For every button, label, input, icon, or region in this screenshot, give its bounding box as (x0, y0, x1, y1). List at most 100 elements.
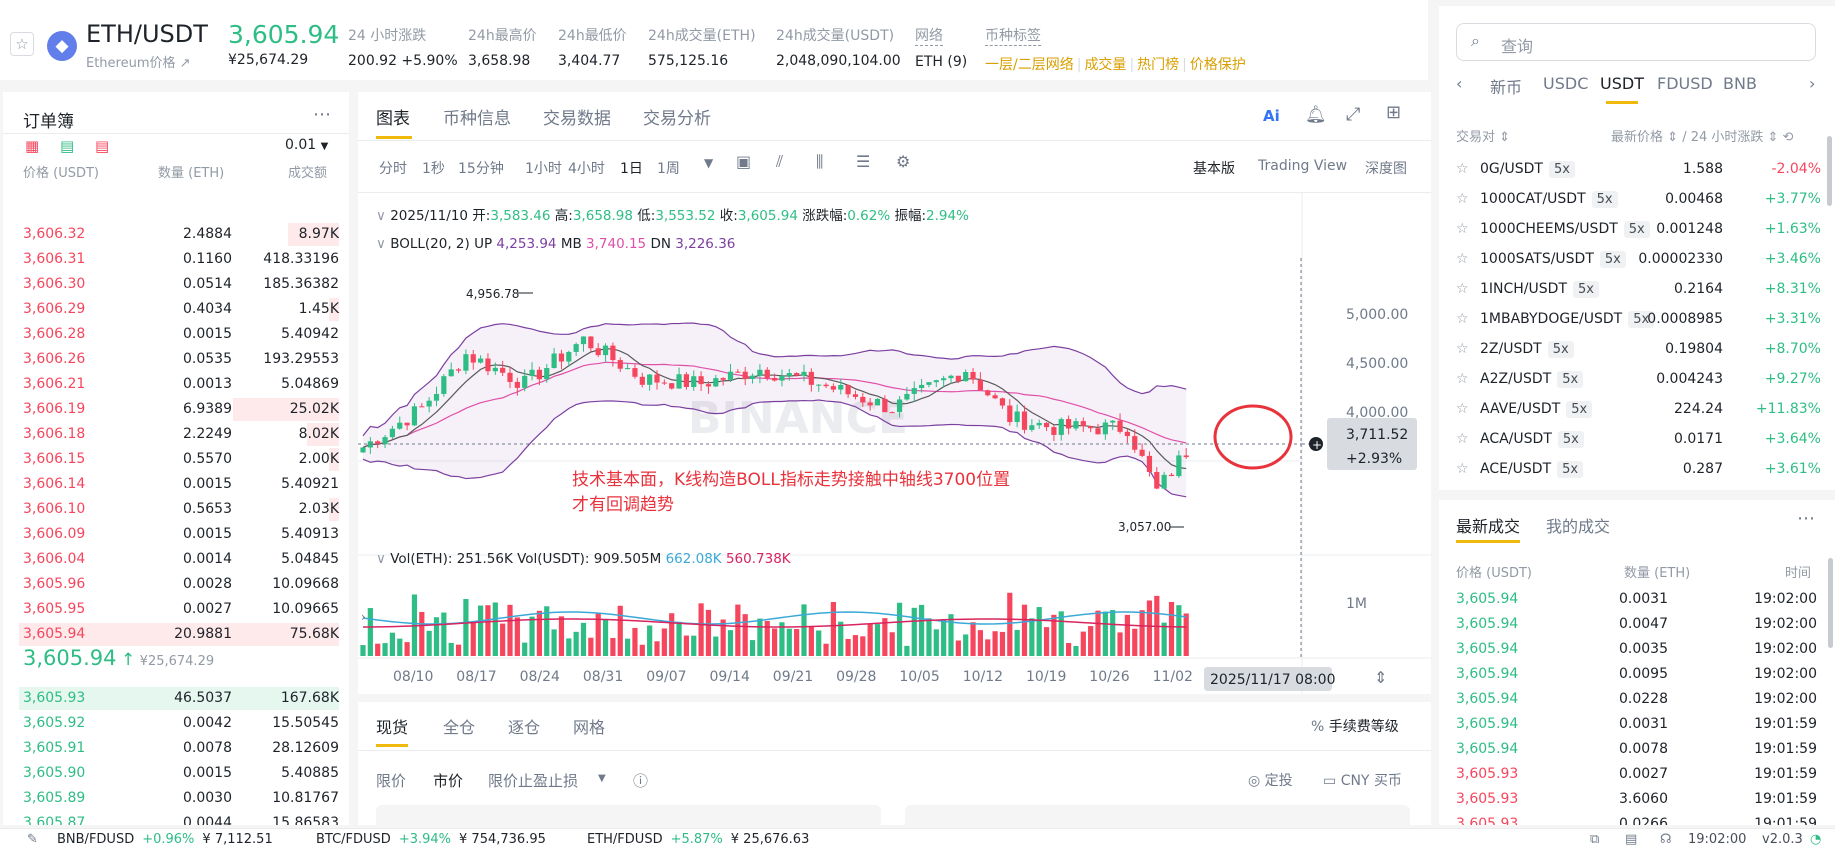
footer-ticker[interactable]: BTC/FDUSD +3.94% ¥ 754,736.95 (316, 832, 546, 847)
interval-3[interactable]: 1小时 (525, 161, 562, 177)
ask-row[interactable]: 3,606.30 0.0514 185.36382 (3, 272, 349, 297)
dca-link[interactable]: ◎ 定投 (1248, 770, 1293, 790)
ask-row[interactable]: 3,606.21 0.0013 5.04869 (3, 372, 349, 397)
view-asks-icon[interactable]: ▤ (95, 137, 110, 155)
headset-icon[interactable]: ☊ (1660, 832, 1672, 847)
indicator-icon[interactable]: ⫽ (776, 152, 784, 171)
market-tab[interactable]: FDUSD (1657, 74, 1713, 93)
market-row[interactable]: ☆ 1000SATS/USDT 5x 0.00002330 +3.46% (1439, 246, 1835, 276)
chart-tab[interactable]: 交易数据 (543, 109, 611, 129)
ask-row[interactable]: 3,605.95 0.0027 10.09665 (3, 597, 349, 622)
favorite-star-icon[interactable]: ☆ (1456, 221, 1469, 237)
coin-tag[interactable]: 价格保护 (1189, 57, 1246, 73)
chevron-down-icon[interactable]: ▼ (598, 773, 606, 784)
market-row[interactable]: ☆ 1000CAT/USDT 5x 0.00468 +3.77% (1439, 186, 1835, 216)
favorite-star-icon[interactable]: ☆ (1456, 161, 1469, 177)
market-row[interactable]: ☆ 1INCH/USDT 5x 0.2164 +8.31% (1439, 276, 1835, 306)
precision-select[interactable]: 0.01 ▼ (285, 137, 329, 153)
more-options-icon[interactable]: ⋯ (313, 104, 331, 125)
market-tab[interactable]: BNB (1723, 74, 1757, 93)
ask-row[interactable]: 3,606.18 2.2249 8.02K (3, 422, 349, 447)
search-input[interactable]: 查询 (1501, 37, 1534, 56)
favorite-star-icon[interactable]: ☆ (1456, 371, 1469, 387)
collapse-icon[interactable]: ∨ (376, 551, 386, 567)
more-intervals-icon[interactable]: ▼ (704, 156, 714, 170)
chevron-right-icon[interactable]: › (1809, 74, 1816, 93)
bid-row[interactable]: 3,605.90 0.0015 5.40885 (3, 761, 349, 786)
pair-name-link[interactable]: Ethereum价格 ↗ (86, 56, 191, 71)
market-row[interactable]: ☆ AAVE/USDT 5x 224.24 +11.83% (1439, 396, 1835, 426)
ask-row[interactable]: 3,606.31 0.1160 418.33196 (3, 247, 349, 272)
favorite-star-icon[interactable]: ☆ (1456, 311, 1469, 327)
bid-row[interactable]: 3,605.91 0.0078 28.12609 (3, 736, 349, 761)
chart-settings-icon[interactable]: ☰ (856, 152, 871, 171)
info-icon[interactable]: ⓘ (633, 772, 649, 790)
resize-axis-icon[interactable]: ⇕ (1374, 668, 1387, 687)
ask-row[interactable]: 3,606.32 2.4884 8.97K (3, 222, 349, 247)
tab-latest-trades[interactable]: 最新成交 (1456, 517, 1521, 536)
bid-row[interactable]: 3,605.89 0.0030 10.81767 (3, 786, 349, 811)
collapse-icon[interactable]: ∨ (376, 208, 386, 224)
bid-row[interactable]: 3,605.92 0.0042 15.50545 (3, 711, 349, 736)
order-type-tab[interactable]: 限价 (376, 772, 407, 790)
expand-left-icon[interactable]: › (361, 610, 366, 624)
market-tab[interactable]: USDT (1600, 74, 1644, 93)
interval-0[interactable]: 分时 (379, 161, 407, 177)
interval-6[interactable]: 1周 (657, 161, 680, 177)
buy-form-field[interactable] (376, 805, 881, 825)
favorite-star-icon[interactable]: ☆ (1456, 191, 1469, 207)
trade-tab[interactable]: 网格 (573, 718, 606, 737)
view-0[interactable]: 基本版 (1193, 161, 1235, 177)
market-row[interactable]: ☆ 2Z/USDT 5x 0.19804 +8.70% (1439, 336, 1835, 366)
ask-row[interactable]: 3,606.10 0.5653 2.03K (3, 497, 349, 522)
calendar-icon[interactable]: ▣ (736, 152, 752, 171)
ask-row[interactable]: 3,606.04 0.0014 5.04845 (3, 547, 349, 572)
market-tab[interactable]: USDC (1543, 74, 1589, 93)
ask-row[interactable]: 3,605.96 0.0028 10.09668 (3, 572, 349, 597)
favorite-star-icon[interactable]: ☆ (1456, 251, 1469, 267)
coin-tag[interactable]: 热门榜 (1137, 57, 1180, 73)
trade-tab[interactable]: 全仓 (443, 718, 476, 737)
search-box[interactable]: ⌕ 查询 (1456, 23, 1816, 61)
more-options-icon[interactable]: ⋯ (1797, 508, 1815, 529)
market-row[interactable]: ☆ 1MBABYDOGE/USDT 5x 0.0008985 +3.31% (1439, 306, 1835, 336)
interval-4[interactable]: 4小时 (568, 161, 605, 177)
ask-row[interactable]: 3,606.26 0.0535 193.29553 (3, 347, 349, 372)
ask-row[interactable]: 3,605.94 20.9881 75.68K (3, 622, 349, 647)
add-alert-icon[interactable] (1309, 437, 1323, 451)
layout-icon[interactable]: ⧉ (1590, 832, 1600, 847)
chart-tab[interactable]: 币种信息 (443, 109, 511, 129)
orderbook-last-price[interactable]: 3,605.94 ↑ ¥25,674.29 (23, 646, 214, 670)
coin-tag[interactable]: 一层/二层网络 (985, 57, 1074, 73)
fee-level-link[interactable]: % 手续费等级 (1311, 716, 1399, 736)
edit-icon[interactable]: ✎ (27, 832, 38, 847)
tab-my-trades[interactable]: 我的成交 (1546, 517, 1611, 536)
footer-ticker[interactable]: BNB/FDUSD +0.96% ¥ 7,112.51 (57, 832, 273, 847)
market-row[interactable]: ☆ ACA/USDT 5x 0.0171 +3.64% (1439, 426, 1835, 456)
scrollbar[interactable] (1827, 136, 1832, 206)
ask-row[interactable]: 3,606.19 6.9389 25.02K (3, 397, 349, 422)
ask-row[interactable]: 3,606.15 0.5570 2.00K (3, 447, 349, 472)
favorite-star-icon[interactable]: ☆ (1456, 461, 1469, 477)
candlestick-chart[interactable]: 5,000.004,500.004,000.003,500.00BINANCE1… (358, 193, 1431, 694)
market-row[interactable]: ☆ ACE/USDT 5x 0.287 +3.61% (1439, 456, 1835, 486)
view-both-icon[interactable]: ▦ (25, 137, 40, 155)
order-type-tab[interactable]: 限价止盈止损 (488, 772, 579, 790)
interval-2[interactable]: 15分钟 (458, 161, 504, 177)
trade-tab[interactable]: 逐仓 (508, 718, 541, 737)
layout-icon[interactable]: ⊞ (1386, 102, 1402, 123)
market-row[interactable]: ☆ 1000CHEEMS/USDT 5x 0.001248 +1.63% (1439, 216, 1835, 246)
favorite-star-icon[interactable]: ☆ (1456, 341, 1469, 357)
market-row[interactable]: ☆ 0G/USDT 5x 1.588 -2.04% (1439, 156, 1835, 186)
market-tab[interactable]: 新币 (1490, 78, 1523, 97)
scrollbar[interactable] (1828, 558, 1833, 648)
candle-type-icon[interactable]: ⫼ (816, 152, 824, 171)
doc-icon[interactable]: ▤ (1625, 832, 1638, 847)
bell-icon[interactable]: 🔔︎ (1305, 105, 1327, 125)
market-row[interactable]: ☆ A2Z/USDT 5x 0.004243 +9.27% (1439, 366, 1835, 396)
trade-tab[interactable]: 现货 (376, 718, 409, 737)
ask-row[interactable]: 3,606.29 0.4034 1.45K (3, 297, 349, 322)
cny-buy-link[interactable]: ▭ CNY 买币 (1323, 770, 1402, 790)
col-pair-sort[interactable]: 交易对 ⇕ (1456, 130, 1511, 145)
ai-icon[interactable]: Ai (1263, 107, 1280, 125)
